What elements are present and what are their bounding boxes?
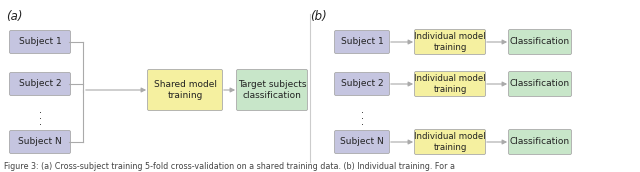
FancyBboxPatch shape <box>147 69 223 110</box>
FancyBboxPatch shape <box>335 131 390 153</box>
Text: Classification: Classification <box>510 137 570 147</box>
Text: Individual model
training: Individual model training <box>414 74 486 94</box>
FancyBboxPatch shape <box>415 130 486 154</box>
Text: Subject 2: Subject 2 <box>19 79 61 89</box>
Text: .: . <box>38 111 42 121</box>
Text: .: . <box>360 117 364 127</box>
Text: Subject 2: Subject 2 <box>340 79 383 89</box>
Text: (b): (b) <box>310 10 327 23</box>
FancyBboxPatch shape <box>509 130 572 154</box>
Text: Classification: Classification <box>510 37 570 46</box>
FancyBboxPatch shape <box>10 30 70 53</box>
FancyBboxPatch shape <box>415 30 486 55</box>
Text: .: . <box>38 117 42 127</box>
Text: Subject 1: Subject 1 <box>340 37 383 46</box>
FancyBboxPatch shape <box>415 72 486 96</box>
Text: .: . <box>38 105 42 115</box>
Text: Shared model
training: Shared model training <box>154 80 216 100</box>
FancyBboxPatch shape <box>509 30 572 55</box>
FancyBboxPatch shape <box>335 30 390 53</box>
Text: Figure 3: (a) Cross-subject training 5-fold cross-validation on a shared trainin: Figure 3: (a) Cross-subject training 5-f… <box>4 162 455 171</box>
Text: Classification: Classification <box>510 79 570 89</box>
Text: .: . <box>360 111 364 121</box>
Text: Individual model
training: Individual model training <box>414 132 486 152</box>
FancyBboxPatch shape <box>335 73 390 95</box>
Text: Subject N: Subject N <box>340 137 384 147</box>
FancyBboxPatch shape <box>10 131 70 153</box>
Text: Target subjects
classification: Target subjects classification <box>237 80 307 100</box>
Text: Subject 1: Subject 1 <box>19 37 61 46</box>
FancyBboxPatch shape <box>509 72 572 96</box>
Text: (a): (a) <box>6 10 22 23</box>
FancyBboxPatch shape <box>10 73 70 95</box>
FancyBboxPatch shape <box>237 69 307 110</box>
Text: .: . <box>360 105 364 115</box>
Text: Individual model
training: Individual model training <box>414 32 486 52</box>
Text: Subject N: Subject N <box>18 137 62 147</box>
